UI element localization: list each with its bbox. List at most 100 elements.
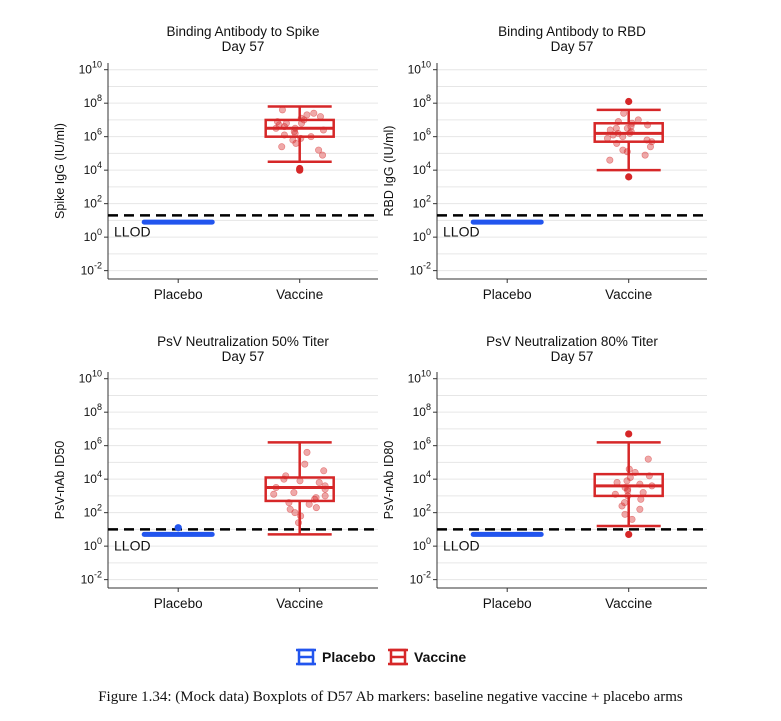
y-tick-exponent: 10 (421, 60, 431, 70)
x-tick-label: Placebo (154, 287, 203, 302)
y-tick-label: 1010 (79, 60, 102, 77)
legend-label: Vaccine (414, 649, 466, 665)
y-tick-label: 104 (84, 469, 102, 486)
y-tick-exponent: -2 (94, 570, 102, 580)
data-point (291, 509, 299, 517)
y-tick-exponent: 2 (426, 194, 431, 204)
data-point (278, 143, 286, 151)
data-point (646, 143, 654, 151)
box-vaccine (264, 105, 335, 174)
y-tick-exponent: -2 (423, 570, 431, 580)
y-tick-label: 104 (413, 160, 431, 177)
data-point (624, 487, 632, 495)
y-axis-label: PsV-nAb ID80 (382, 441, 396, 520)
y-tick-label: 106 (84, 127, 102, 144)
data-point (312, 504, 320, 512)
y-tick-exponent: 10 (92, 60, 102, 70)
box-vaccine (593, 430, 664, 539)
y-tick-exponent: 6 (426, 127, 431, 137)
data-point (303, 448, 311, 456)
box-vaccine (264, 441, 335, 536)
y-tick-label: 100 (413, 227, 431, 244)
data-point (315, 146, 323, 154)
y-tick-exponent: 2 (426, 503, 431, 513)
data-point (606, 156, 614, 164)
y-tick-exponent: 6 (97, 127, 102, 137)
lod-label: LLOD (114, 223, 151, 239)
y-tick-label: 102 (413, 194, 431, 211)
x-tick-label: Vaccine (276, 287, 323, 302)
box-placebo (141, 524, 215, 537)
data-point (310, 109, 318, 117)
data-point (618, 502, 626, 510)
figure-caption: Figure 1.34: (Mock data) Boxplots of D57… (98, 689, 683, 705)
y-tick-exponent: 0 (97, 536, 102, 546)
chart-title: PsV Neutralization 80% Titer (486, 334, 658, 349)
y-tick-exponent: 0 (426, 227, 431, 237)
x-tick-label: Vaccine (605, 596, 652, 611)
y-tick-label: 10-2 (410, 261, 431, 278)
legend: Placebo Vaccine (296, 648, 466, 666)
y-tick-label: 10-2 (81, 570, 102, 587)
y-tick-label: 102 (413, 503, 431, 520)
data-point (320, 467, 328, 475)
y-tick-exponent: 8 (426, 93, 431, 103)
chart-subtitle: Day 57 (551, 39, 594, 54)
y-tick-exponent: 2 (97, 503, 102, 513)
y-tick-label: 108 (84, 402, 102, 419)
y-tick-exponent: -2 (94, 261, 102, 271)
data-point (321, 492, 329, 500)
y-tick-exponent: 0 (426, 536, 431, 546)
y-axis-label: PsV-nAb ID50 (53, 441, 67, 520)
y-tick-label: 10-2 (81, 261, 102, 278)
y-tick-label: 1010 (408, 60, 431, 77)
y-tick-exponent: 4 (97, 160, 102, 170)
legend-label: Placebo (322, 649, 376, 665)
y-tick-label: 104 (413, 469, 431, 486)
chart-subtitle: Day 57 (222, 349, 265, 364)
box-iqr (264, 476, 335, 503)
data-point (270, 490, 278, 498)
y-tick-label: 106 (84, 436, 102, 453)
chart-title: Binding Antibody to RBD (498, 24, 646, 39)
y-tick-label: 1010 (408, 369, 431, 386)
lod-label: LLOD (443, 223, 480, 239)
data-point (315, 479, 323, 487)
data-point (636, 505, 644, 513)
legend-key-vaccine (388, 648, 408, 666)
data-point (290, 489, 298, 497)
y-tick-label: 100 (413, 536, 431, 553)
y-tick-exponent: 6 (426, 436, 431, 446)
x-tick-label: Vaccine (605, 287, 652, 302)
y-tick-label: 102 (84, 503, 102, 520)
y-tick-exponent: 2 (97, 194, 102, 204)
x-tick-label: Vaccine (276, 596, 323, 611)
y-tick-exponent: 4 (97, 469, 102, 479)
data-point (623, 477, 631, 485)
chart-title: PsV Neutralization 50% Titer (157, 334, 329, 349)
box-vaccine (593, 97, 664, 181)
y-tick-exponent: 8 (97, 402, 102, 412)
outlier-point (625, 430, 633, 438)
y-tick-label: 108 (413, 93, 431, 110)
y-tick-exponent: 8 (426, 402, 431, 412)
y-tick-exponent: 8 (97, 93, 102, 103)
x-tick-label: Placebo (154, 596, 203, 611)
y-tick-label: 100 (84, 536, 102, 553)
lod-label: LLOD (114, 537, 151, 553)
legend-key-placebo (296, 648, 316, 666)
outlier-point (625, 530, 633, 539)
y-tick-exponent: 6 (97, 436, 102, 446)
y-tick-exponent: 0 (97, 227, 102, 237)
data-point (292, 139, 300, 147)
data-point (301, 460, 309, 468)
x-tick-label: Placebo (483, 596, 532, 611)
y-tick-label: 108 (84, 93, 102, 110)
y-tick-label: 10-2 (410, 570, 431, 587)
data-point (644, 455, 652, 463)
